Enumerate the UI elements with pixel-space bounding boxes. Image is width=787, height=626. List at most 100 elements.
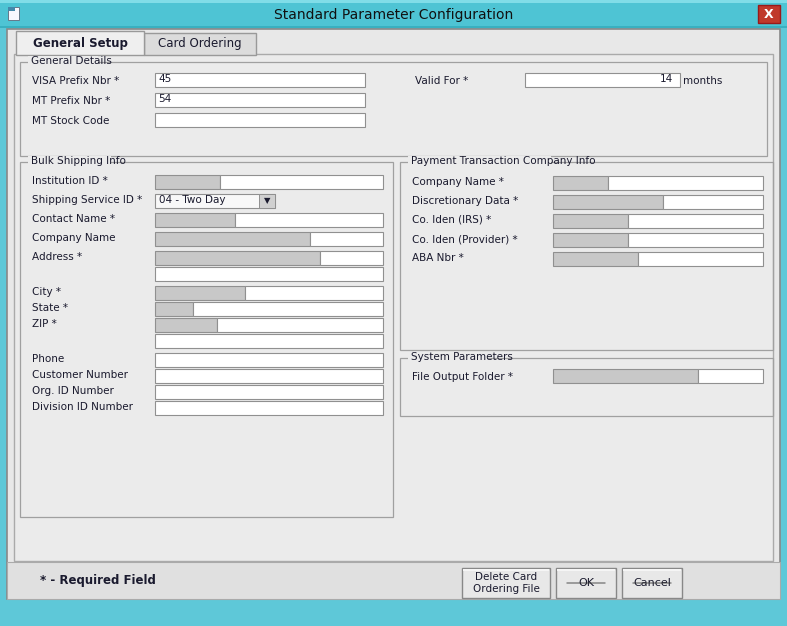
Text: Contact Name *: Contact Name * <box>32 214 115 224</box>
Text: Institution ID *: Institution ID * <box>32 176 108 186</box>
Bar <box>20 162 393 517</box>
Bar <box>553 369 698 383</box>
Text: 14: 14 <box>660 74 673 84</box>
Text: Shipping Service ID *: Shipping Service ID * <box>32 195 142 205</box>
Text: City *: City * <box>32 287 61 297</box>
Text: ▼: ▼ <box>264 197 270 205</box>
Text: General Setup: General Setup <box>32 36 127 49</box>
Bar <box>155 232 310 246</box>
Bar <box>217 318 383 332</box>
Text: Payment Transaction Company Info: Payment Transaction Company Info <box>411 156 596 166</box>
Bar <box>155 194 275 208</box>
Bar <box>155 369 383 383</box>
Bar <box>320 251 383 265</box>
Bar <box>622 568 682 598</box>
Bar <box>155 93 365 107</box>
Text: ZIP *: ZIP * <box>32 319 57 329</box>
Bar <box>623 569 681 571</box>
Bar <box>663 195 763 209</box>
Bar <box>155 286 245 300</box>
Bar <box>553 214 628 228</box>
Bar <box>557 569 615 571</box>
Bar <box>0 26 787 28</box>
Bar <box>259 194 275 208</box>
Bar <box>155 302 193 316</box>
Bar <box>155 73 365 87</box>
Bar <box>698 369 763 383</box>
Bar <box>408 156 551 167</box>
Text: * - Required Field: * - Required Field <box>40 574 156 587</box>
Bar <box>556 568 616 598</box>
Text: State *: State * <box>32 303 68 313</box>
Bar <box>463 569 549 571</box>
Bar <box>220 175 383 189</box>
Text: Org. ID Number: Org. ID Number <box>32 386 114 396</box>
Bar <box>400 162 773 350</box>
Text: 04 - Two Day: 04 - Two Day <box>159 195 226 205</box>
Text: 45: 45 <box>158 74 172 84</box>
Bar <box>20 62 767 156</box>
Bar <box>16 31 144 55</box>
Text: OK: OK <box>578 578 594 588</box>
Text: Co. Iden (IRS) *: Co. Iden (IRS) * <box>412 215 491 225</box>
Bar <box>408 352 486 363</box>
Bar <box>28 56 98 67</box>
Bar <box>155 113 365 127</box>
Text: File Output Folder *: File Output Folder * <box>412 372 513 382</box>
Text: months: months <box>683 76 722 86</box>
Bar <box>155 401 383 415</box>
Bar <box>155 385 383 399</box>
Text: MT Prefix Nbr *: MT Prefix Nbr * <box>32 96 110 106</box>
Text: 54: 54 <box>158 94 172 104</box>
Text: Co. Iden (Provider) *: Co. Iden (Provider) * <box>412 234 518 244</box>
Text: Bulk Shipping Info: Bulk Shipping Info <box>31 156 126 166</box>
Text: Phone: Phone <box>32 354 65 364</box>
Text: Customer Number: Customer Number <box>32 370 128 380</box>
Bar <box>235 213 383 227</box>
Bar <box>7 562 780 599</box>
Text: Company Name: Company Name <box>32 233 116 243</box>
Text: Card Ordering: Card Ordering <box>158 38 242 51</box>
Text: Division ID Number: Division ID Number <box>32 402 133 412</box>
Bar <box>628 233 763 247</box>
Bar <box>8 7 19 20</box>
Bar <box>608 176 763 190</box>
Text: Delete Card
Ordering File: Delete Card Ordering File <box>472 572 539 594</box>
Text: General Details: General Details <box>31 56 112 66</box>
Text: Address *: Address * <box>32 252 82 262</box>
Bar <box>155 353 383 367</box>
Bar <box>155 175 220 189</box>
Bar <box>155 213 235 227</box>
Bar <box>553 233 628 247</box>
Text: ABA Nbr *: ABA Nbr * <box>412 253 464 263</box>
Text: Discretionary Data *: Discretionary Data * <box>412 196 519 206</box>
Bar <box>155 334 383 348</box>
Bar <box>155 267 383 281</box>
Text: X: X <box>764 8 774 21</box>
Text: MT Stock Code: MT Stock Code <box>32 116 109 126</box>
Bar <box>400 358 773 416</box>
Text: Cancel: Cancel <box>633 578 671 588</box>
Bar <box>553 195 663 209</box>
Bar <box>758 5 780 23</box>
Bar <box>553 252 638 266</box>
Bar <box>0 0 787 3</box>
Text: System Parameters: System Parameters <box>411 352 513 362</box>
Text: VISA Prefix Nbr *: VISA Prefix Nbr * <box>32 76 120 86</box>
Bar <box>8 7 15 11</box>
Bar <box>310 232 383 246</box>
Bar <box>525 73 680 87</box>
Bar <box>0 0 787 28</box>
Bar <box>144 33 256 55</box>
Bar <box>245 286 383 300</box>
Text: Valid For *: Valid For * <box>415 76 468 86</box>
Text: Standard Parameter Configuration: Standard Parameter Configuration <box>274 8 513 22</box>
Bar <box>28 156 111 167</box>
Bar <box>462 568 550 598</box>
Bar <box>628 214 763 228</box>
Bar <box>155 251 320 265</box>
Bar <box>155 318 217 332</box>
Bar <box>193 302 383 316</box>
Bar <box>14 54 773 561</box>
Bar <box>638 252 763 266</box>
